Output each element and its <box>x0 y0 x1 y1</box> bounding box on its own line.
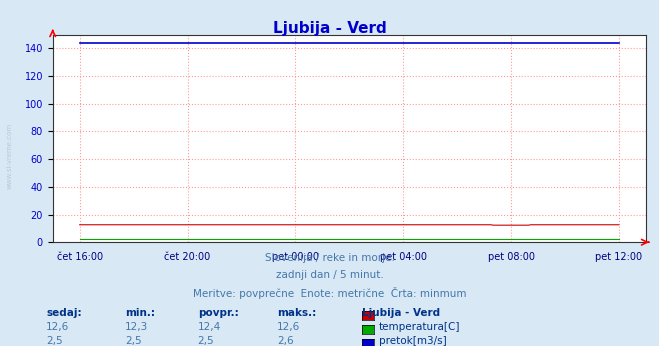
Text: www.si-vreme.com: www.si-vreme.com <box>7 122 13 189</box>
Text: Slovenija / reke in morje.: Slovenija / reke in morje. <box>264 253 395 263</box>
Text: pretok[m3/s]: pretok[m3/s] <box>379 336 447 346</box>
Text: 12,4: 12,4 <box>198 322 221 332</box>
Text: min.:: min.: <box>125 308 156 318</box>
Text: maks.:: maks.: <box>277 308 316 318</box>
Text: Meritve: povprečne  Enote: metrične  Črta: minmum: Meritve: povprečne Enote: metrične Črta:… <box>192 287 467 299</box>
Text: 2,6: 2,6 <box>277 336 293 346</box>
Text: 2,5: 2,5 <box>198 336 214 346</box>
Text: 12,6: 12,6 <box>277 322 300 332</box>
Text: Ljubija - Verd: Ljubija - Verd <box>362 308 441 318</box>
Text: 2,5: 2,5 <box>125 336 142 346</box>
Text: temperatura[C]: temperatura[C] <box>379 322 461 332</box>
Text: zadnji dan / 5 minut.: zadnji dan / 5 minut. <box>275 270 384 280</box>
Text: povpr.:: povpr.: <box>198 308 239 318</box>
Text: Ljubija - Verd: Ljubija - Verd <box>273 21 386 36</box>
Text: 12,6: 12,6 <box>46 322 69 332</box>
Text: sedaj:: sedaj: <box>46 308 82 318</box>
Text: 12,3: 12,3 <box>125 322 148 332</box>
Text: 2,5: 2,5 <box>46 336 63 346</box>
